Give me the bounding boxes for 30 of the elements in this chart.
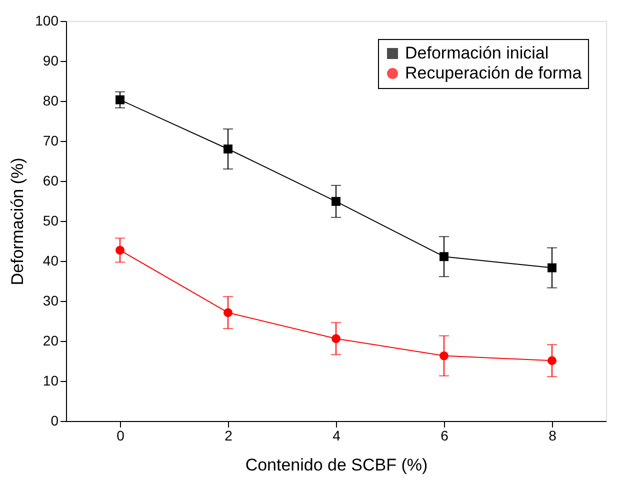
point — [116, 95, 124, 104]
x-tick-label: 6 — [440, 428, 449, 444]
x-tick-label: 4 — [332, 428, 341, 444]
point — [440, 351, 448, 360]
y-tick-label: 90 — [42, 52, 59, 68]
point — [116, 246, 124, 255]
x-tick-label: 2 — [224, 428, 233, 444]
y-tick-label: 70 — [42, 132, 59, 148]
x-axis-title: Contenido de SCBF (%) — [245, 456, 428, 474]
y-tick-label: 50 — [42, 212, 59, 228]
point — [332, 334, 340, 344]
y-tick-label: 80 — [42, 92, 59, 108]
point — [224, 144, 232, 154]
point — [332, 196, 340, 206]
y-tick-label: 10 — [42, 372, 59, 388]
legend-label: Deformación inicial — [405, 44, 549, 62]
legend-label: Recuperación de forma — [405, 64, 582, 82]
y-tick-label: 100 — [35, 12, 59, 28]
point — [548, 356, 556, 366]
x-tick-label: 8 — [548, 428, 557, 444]
x-tick-label: 0 — [116, 428, 125, 444]
point — [440, 252, 448, 262]
point — [548, 263, 556, 272]
y-tick-label: 20 — [42, 332, 59, 348]
point — [224, 308, 232, 318]
y-axis-title: Deformación (%) — [8, 158, 28, 286]
y-tick-label: 30 — [42, 292, 59, 308]
y-tick-label: 60 — [42, 172, 59, 188]
y-tick-label: 40 — [42, 252, 59, 268]
y-tick-label: 0 — [50, 412, 59, 428]
